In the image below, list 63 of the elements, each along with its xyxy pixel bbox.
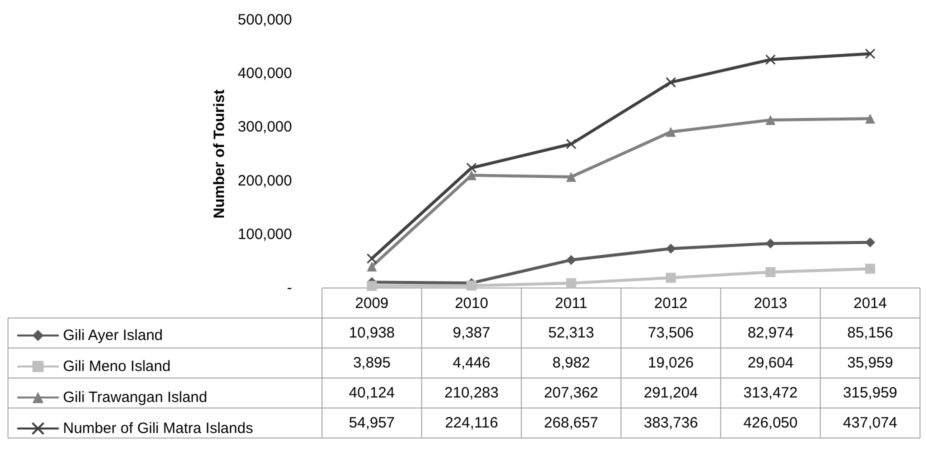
data-label: 210,283 [444, 384, 499, 402]
point [566, 254, 576, 265]
point [865, 237, 876, 248]
data-label: 207,362 [544, 384, 598, 402]
point [566, 172, 576, 182]
legend-label: Number of Gili Matra Islands [63, 420, 254, 437]
legend-label: Gili Trawangan Island [63, 389, 208, 406]
point [466, 162, 477, 174]
data-label: 268,657 [544, 414, 598, 432]
data-label: 383,736 [644, 414, 698, 432]
point [566, 278, 576, 288]
legend-label: Gili Meno Island [63, 358, 171, 375]
data-label: 291,204 [644, 384, 698, 402]
point [366, 261, 377, 272]
y-tick-label: 400,000 [238, 65, 292, 82]
point [865, 264, 876, 274]
data-label: 4,446 [452, 354, 490, 372]
data-label: 9,387 [452, 324, 490, 342]
y-axis-title: Number of Tourist [210, 90, 228, 218]
data-label: 35,959 [847, 354, 894, 372]
point [766, 114, 776, 125]
x-tick-label: 2010 [454, 295, 488, 312]
x-tick-label: 2014 [853, 295, 887, 312]
data-label: 8,982 [552, 354, 590, 372]
data-label: 224,116 [444, 414, 498, 432]
data-label: 3,895 [353, 354, 391, 372]
point [566, 138, 576, 150]
x-tick-label: 2011 [555, 295, 588, 312]
y-tick-label: - [287, 280, 292, 296]
data-label: 19,026 [648, 354, 694, 372]
point [864, 48, 876, 59]
point [865, 114, 876, 124]
point [466, 170, 476, 180]
y-tick-label: 500,000 [238, 12, 292, 28]
y-tick-label: 300,000 [238, 118, 292, 136]
y-tick-label: 100,000 [238, 226, 292, 243]
legend-label: Gili Ayer Island [63, 327, 163, 344]
data-label: 313,472 [743, 384, 798, 402]
x-tick-label: 2013 [754, 295, 788, 312]
data-label: 73,506 [648, 324, 694, 342]
point [366, 253, 378, 264]
x-tick-label: 2012 [654, 295, 688, 312]
data-label: 437,074 [843, 414, 898, 432]
point [666, 126, 676, 137]
point [766, 267, 776, 278]
point [466, 280, 476, 291]
x-tick-label: 2009 [355, 295, 389, 312]
y-tick-label: 200,000 [238, 172, 292, 190]
data-label: 85,156 [847, 324, 894, 342]
data-label: 315,959 [843, 384, 898, 402]
point [666, 77, 676, 88]
point [765, 54, 776, 65]
data-label: 82,974 [748, 324, 794, 342]
data-label: 426,050 [743, 414, 798, 432]
data-label: 29,604 [748, 354, 794, 372]
point [366, 280, 377, 291]
data-label: 40,124 [348, 384, 395, 402]
point [666, 272, 676, 283]
point [666, 244, 676, 254]
data-label: 52,313 [548, 324, 594, 342]
data-label: 54,957 [348, 414, 395, 432]
point [766, 238, 776, 249]
data-label: 10,938 [348, 324, 395, 342]
